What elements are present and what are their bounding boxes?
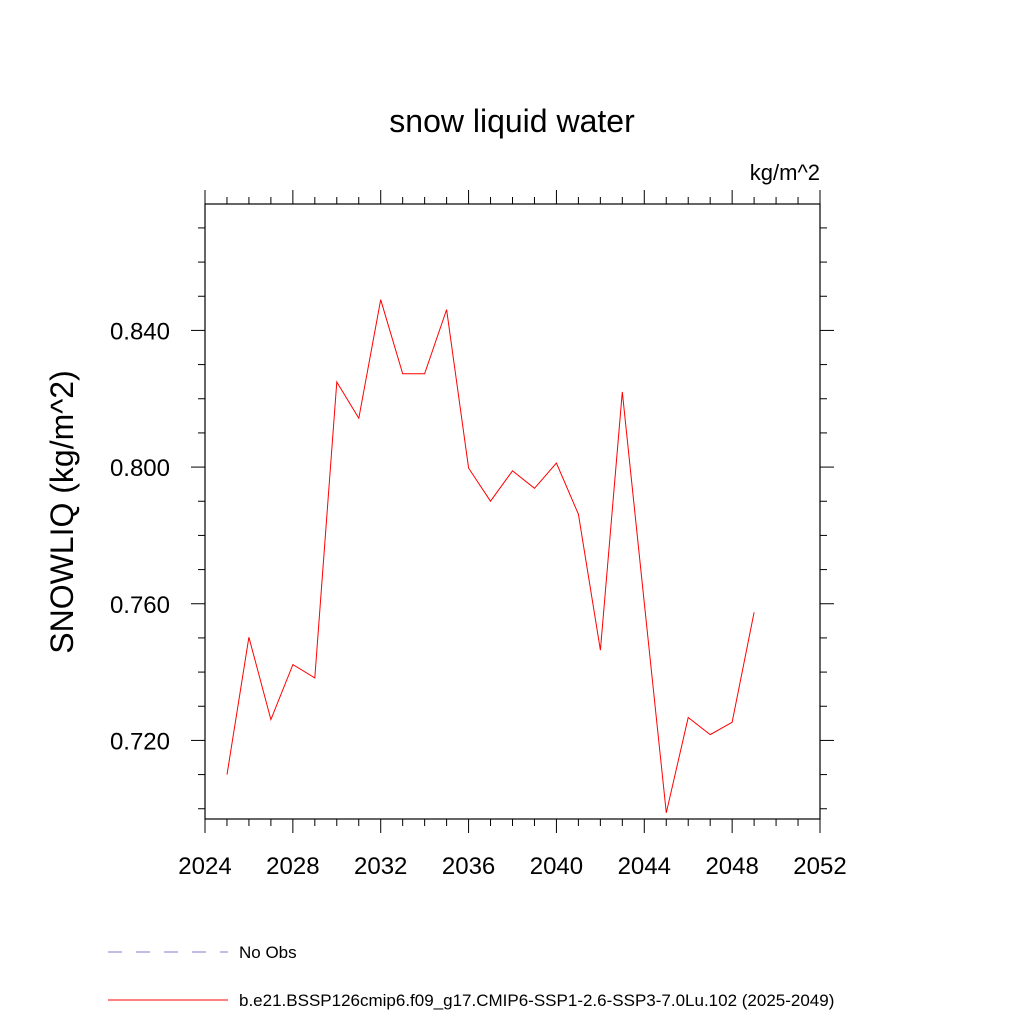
legend-label: b.e21.BSSP126cmip6.f09_g17.CMIP6-SSP1-2.… xyxy=(239,991,834,1010)
y-tick-label: 0.800 xyxy=(110,455,170,482)
x-tick-label: 2036 xyxy=(442,853,495,880)
y-axis-label: SNOWLIQ (kg/m^2) xyxy=(44,370,80,653)
x-tick-label: 2028 xyxy=(266,853,319,880)
axis-ticks xyxy=(191,190,834,833)
x-tick-label: 2048 xyxy=(705,853,758,880)
series-layer xyxy=(226,299,755,813)
x-tick-label: 2040 xyxy=(530,853,583,880)
x-tick-label: 2052 xyxy=(793,853,846,880)
tick-labels: 2024 2028 2032 2036 2040 2044 2048 2052 0.720 0.7… xyxy=(110,318,847,880)
plot-frame xyxy=(204,203,821,820)
x-tick-label: 2044 xyxy=(618,853,671,880)
series-line xyxy=(226,299,755,813)
legend-label: No Obs xyxy=(239,943,297,962)
x-tick-label: 2032 xyxy=(354,853,407,880)
x-tick-label: 2024 xyxy=(178,853,231,880)
y-tick-label: 0.760 xyxy=(110,592,170,619)
y-tick-label: 0.720 xyxy=(110,728,170,755)
legend: No Obs b.e21.BSSP126cmip6.f09_g17.CMIP6-S… xyxy=(108,943,834,1010)
y-tick-label: 0.840 xyxy=(110,318,170,345)
units-label: kg/m^2 xyxy=(750,160,820,185)
chart-title: snow liquid water xyxy=(389,103,635,139)
